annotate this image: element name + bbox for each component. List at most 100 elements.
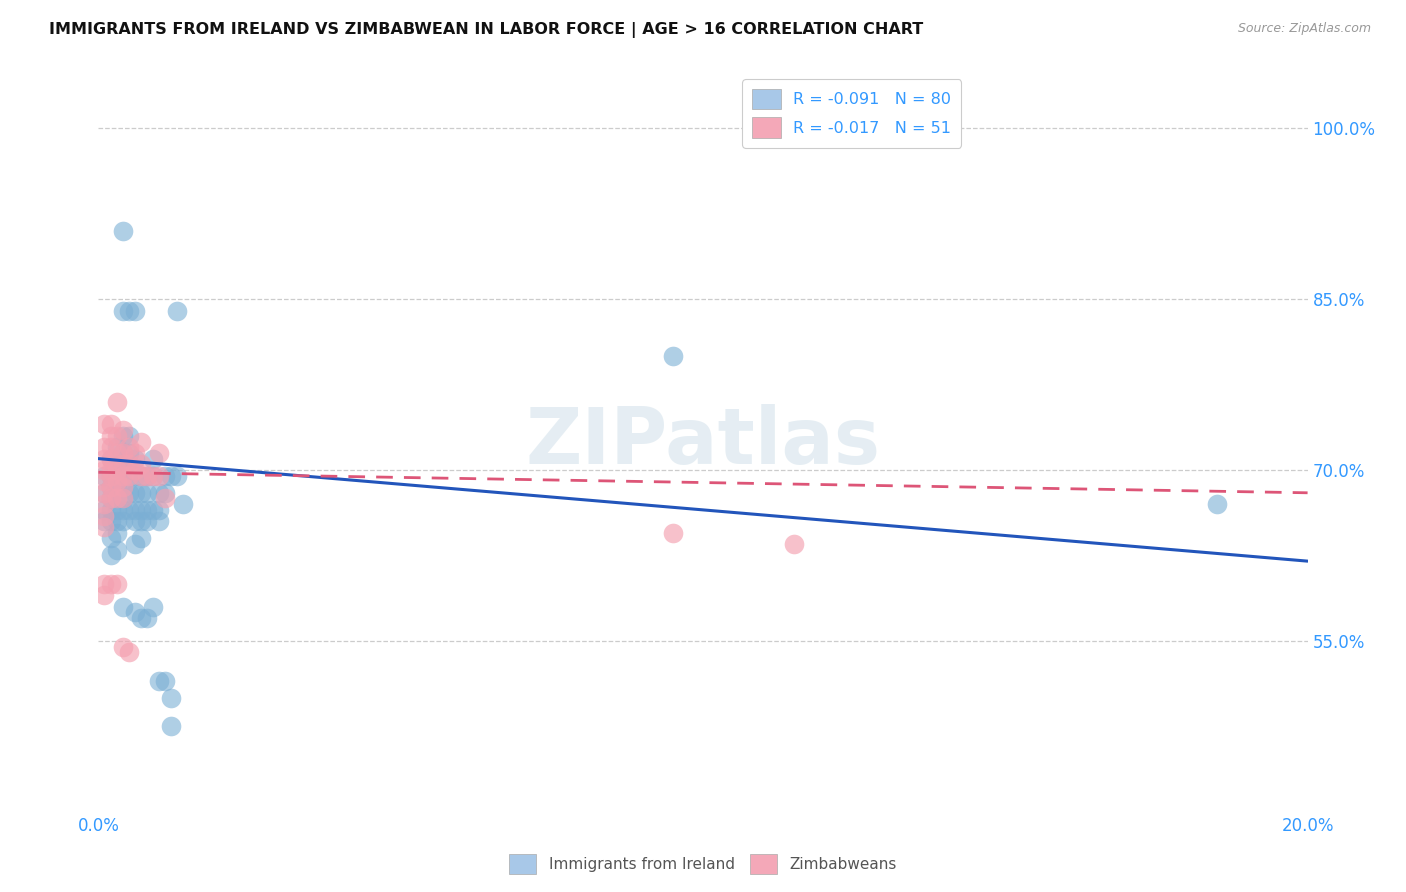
Point	[129, 468, 152, 483]
Point	[135, 503, 157, 517]
Point	[153, 468, 176, 483]
Point	[111, 468, 134, 483]
Point	[135, 468, 157, 483]
Point	[100, 463, 122, 477]
Point	[111, 303, 134, 318]
Point	[142, 599, 165, 614]
Point	[105, 491, 128, 506]
Point	[105, 429, 128, 443]
Point	[142, 451, 165, 466]
Point	[100, 491, 122, 506]
Point	[93, 503, 115, 517]
Point	[100, 451, 122, 466]
Point	[93, 520, 115, 534]
Point	[783, 537, 806, 551]
Point	[148, 514, 170, 528]
Point	[93, 485, 115, 500]
Point	[166, 303, 188, 318]
Point	[100, 491, 122, 506]
Point	[124, 303, 146, 318]
Point	[124, 446, 146, 460]
Point	[142, 468, 165, 483]
Point	[148, 673, 170, 688]
Point	[160, 468, 183, 483]
Point	[124, 503, 146, 517]
Point	[129, 611, 152, 625]
Point	[153, 673, 176, 688]
Point	[148, 503, 170, 517]
Point	[105, 480, 128, 494]
Point	[124, 485, 146, 500]
Point	[100, 549, 122, 563]
Point	[111, 224, 134, 238]
Point	[118, 468, 141, 483]
Point	[124, 451, 146, 466]
Point	[93, 417, 115, 432]
Point	[105, 468, 128, 483]
Point	[111, 458, 134, 472]
Point	[111, 514, 134, 528]
Point	[111, 446, 134, 460]
Point	[111, 429, 134, 443]
Point	[111, 446, 134, 460]
Point	[129, 434, 152, 449]
Point	[148, 446, 170, 460]
Point	[93, 588, 115, 602]
Point	[129, 485, 152, 500]
Point	[118, 440, 141, 454]
Point	[111, 480, 134, 494]
Point	[111, 423, 134, 437]
Text: Source: ZipAtlas.com: Source: ZipAtlas.com	[1237, 22, 1371, 36]
Point	[93, 463, 115, 477]
Point	[661, 349, 683, 363]
Point	[135, 611, 157, 625]
Point	[93, 485, 115, 500]
Point	[105, 446, 128, 460]
Point	[111, 503, 134, 517]
Point	[1206, 497, 1229, 511]
Point	[148, 485, 170, 500]
Point	[100, 514, 122, 528]
Point	[118, 446, 141, 460]
Point	[100, 480, 122, 494]
Point	[100, 429, 122, 443]
Point	[100, 417, 122, 432]
Point	[118, 303, 141, 318]
Point	[93, 577, 115, 591]
Point	[100, 468, 122, 483]
Point	[661, 525, 683, 540]
Point	[93, 451, 115, 466]
Point	[124, 463, 146, 477]
Point	[111, 599, 134, 614]
Point	[129, 514, 152, 528]
Point	[100, 468, 122, 483]
Point	[111, 458, 134, 472]
Point	[105, 503, 128, 517]
Point	[105, 577, 128, 591]
Point	[118, 458, 141, 472]
Text: ZIPatlas: ZIPatlas	[526, 403, 880, 480]
Point	[111, 491, 134, 506]
Point	[129, 503, 152, 517]
Point	[111, 468, 134, 483]
Point	[160, 719, 183, 733]
Point	[100, 440, 122, 454]
Point	[93, 508, 115, 523]
Point	[129, 468, 152, 483]
Point	[118, 429, 141, 443]
Point	[129, 532, 152, 546]
Point	[111, 480, 134, 494]
Point	[142, 503, 165, 517]
Point	[118, 645, 141, 659]
Point	[105, 514, 128, 528]
Point	[105, 542, 128, 557]
Point	[142, 468, 165, 483]
Legend: R = -0.091   N = 80, R = -0.017   N = 51: R = -0.091 N = 80, R = -0.017 N = 51	[742, 79, 962, 147]
Point	[124, 606, 146, 620]
Point	[153, 491, 176, 506]
Point	[153, 485, 176, 500]
Point	[118, 485, 141, 500]
Point	[172, 497, 194, 511]
Point	[135, 468, 157, 483]
Point	[105, 394, 128, 409]
